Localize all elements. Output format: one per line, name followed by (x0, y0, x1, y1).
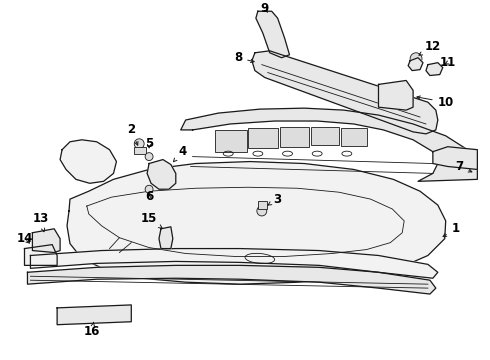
Bar (258, 201, 267, 209)
Polygon shape (60, 140, 117, 183)
Circle shape (145, 153, 153, 161)
Bar (134, 147, 146, 154)
Text: 8: 8 (234, 51, 254, 64)
Text: 15: 15 (141, 212, 162, 229)
Polygon shape (159, 227, 173, 248)
Polygon shape (256, 11, 290, 58)
Bar (311, 127, 339, 145)
Polygon shape (24, 244, 57, 265)
Circle shape (410, 53, 422, 65)
Polygon shape (378, 81, 413, 110)
Polygon shape (147, 159, 176, 189)
Polygon shape (30, 248, 438, 278)
Polygon shape (57, 305, 131, 325)
Text: 2: 2 (127, 123, 138, 145)
Text: 13: 13 (32, 212, 49, 232)
Polygon shape (433, 147, 477, 170)
Text: 12: 12 (419, 40, 441, 55)
Text: 3: 3 (268, 193, 282, 206)
Text: 7: 7 (456, 160, 472, 173)
Text: 10: 10 (417, 96, 454, 109)
Bar (215, 130, 247, 152)
Polygon shape (181, 108, 477, 181)
Text: 11: 11 (440, 56, 456, 69)
Text: 1: 1 (443, 222, 460, 237)
Bar (248, 128, 278, 148)
Text: 6: 6 (145, 190, 153, 203)
Text: 16: 16 (84, 322, 100, 338)
Text: 5: 5 (145, 137, 153, 150)
Text: 14: 14 (16, 232, 33, 245)
Polygon shape (252, 51, 438, 134)
Polygon shape (426, 63, 443, 76)
Polygon shape (67, 162, 446, 284)
Bar (280, 127, 309, 147)
Polygon shape (27, 265, 436, 294)
Circle shape (134, 139, 144, 149)
Circle shape (257, 206, 267, 216)
Polygon shape (408, 58, 423, 71)
Polygon shape (32, 229, 60, 252)
Circle shape (145, 185, 153, 193)
Text: 4: 4 (173, 145, 187, 162)
Text: 9: 9 (261, 2, 269, 15)
Bar (341, 128, 367, 146)
